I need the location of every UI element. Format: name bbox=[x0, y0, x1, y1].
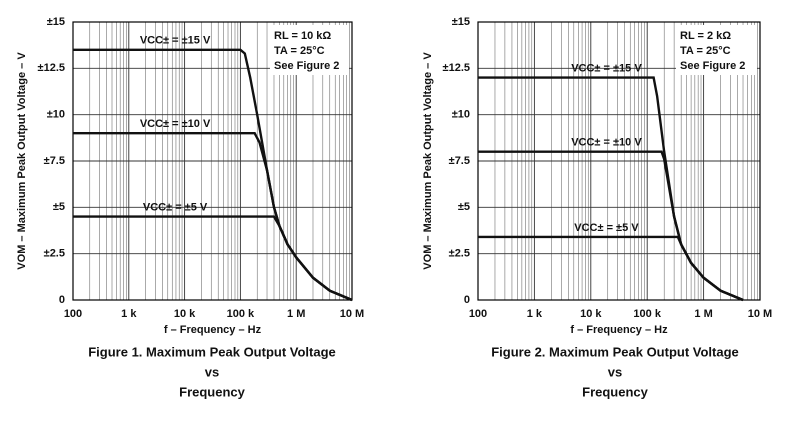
y-tick-label: ±7.5 bbox=[449, 155, 470, 167]
caption: Figure 2. Maximum Peak Output Voltage bbox=[491, 344, 739, 359]
x-tick-label: 1 M bbox=[287, 308, 305, 320]
series-line bbox=[73, 48, 353, 302]
y-tick-label: ±5 bbox=[53, 201, 65, 213]
x-tick-label: 100 k bbox=[227, 308, 255, 320]
caption: Frequency bbox=[582, 384, 649, 399]
caption: Figure 1. Maximum Peak Output Voltage bbox=[88, 344, 336, 359]
x-tick-label: 10 M bbox=[748, 308, 772, 320]
x-tick-label: 1 k bbox=[527, 308, 543, 320]
y-tick-label: ±10 bbox=[452, 109, 470, 121]
series-line bbox=[478, 235, 744, 302]
x-tick-label: 1 k bbox=[121, 308, 137, 320]
series-label: VCC± = ±5 V bbox=[574, 222, 639, 234]
x-tick-label: 10 M bbox=[340, 308, 364, 320]
caption: Frequency bbox=[179, 384, 246, 399]
y-tick-label: 0 bbox=[59, 294, 65, 306]
y-axis-label: VOM – Maximum Peak Output Voltage – V bbox=[422, 52, 434, 270]
x-axis-label: f – Frequency – Hz bbox=[570, 324, 668, 336]
x-tick-label: 10 k bbox=[174, 308, 196, 320]
series-label: VCC± = ±10 V bbox=[571, 137, 642, 149]
caption: vs bbox=[205, 364, 219, 379]
series-label: VCC± = ±15 V bbox=[571, 63, 642, 75]
y-axis-label: VOM – Maximum Peak Output Voltage – V bbox=[16, 52, 28, 270]
y-tick-label: ±12.5 bbox=[38, 62, 65, 74]
series-label: VCC± = ±15 V bbox=[140, 35, 211, 47]
series-label: VCC± = ±5 V bbox=[143, 202, 208, 214]
y-tick-label: 0 bbox=[464, 294, 470, 306]
caption: vs bbox=[608, 364, 622, 379]
annotation: See Figure 2 bbox=[680, 60, 745, 72]
plot-frame bbox=[477, 21, 761, 301]
plot-frame bbox=[72, 21, 353, 301]
y-tick-label: ±15 bbox=[452, 16, 470, 28]
annotation: RL = 2 kΩ bbox=[680, 30, 731, 42]
annotation: TA = 25°C bbox=[680, 45, 731, 57]
y-tick-label: ±2.5 bbox=[44, 248, 65, 260]
x-tick-label: 100 bbox=[64, 308, 82, 320]
annotation: TA = 25°C bbox=[274, 45, 325, 57]
y-tick-label: ±2.5 bbox=[449, 248, 470, 260]
y-tick-label: ±15 bbox=[47, 16, 65, 28]
y-tick-label: ±10 bbox=[47, 109, 65, 121]
y-tick-label: ±12.5 bbox=[443, 62, 470, 74]
x-tick-label: 100 k bbox=[633, 308, 661, 320]
annotation: See Figure 2 bbox=[274, 60, 339, 72]
annotation-box bbox=[676, 25, 757, 75]
x-tick-label: 1 M bbox=[694, 308, 712, 320]
y-tick-label: ±7.5 bbox=[44, 155, 65, 167]
annotation-box bbox=[270, 25, 349, 75]
x-axis-label: f – Frequency – Hz bbox=[164, 324, 262, 336]
x-tick-label: 100 bbox=[469, 308, 487, 320]
series-label: VCC± = ±10 V bbox=[140, 118, 211, 130]
annotation: RL = 10 kΩ bbox=[274, 30, 331, 42]
x-tick-label: 10 k bbox=[580, 308, 602, 320]
series-line bbox=[73, 215, 353, 302]
y-tick-label: ±5 bbox=[458, 201, 470, 213]
